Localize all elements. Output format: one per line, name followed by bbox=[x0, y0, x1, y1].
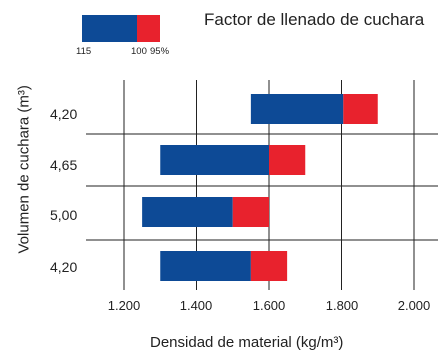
legend-label-115: 115 bbox=[76, 46, 92, 57]
x-tick-label: 1.200 bbox=[107, 298, 141, 313]
bar-segment-115 bbox=[250, 94, 344, 124]
bar-segment-100 bbox=[250, 251, 288, 281]
y-tick-label: 4,20 bbox=[50, 106, 78, 122]
x-tick-label: 2.000 bbox=[397, 298, 431, 313]
bar-segment-115 bbox=[142, 197, 233, 227]
chart-title: Factor de llenado de cuchara bbox=[204, 10, 425, 29]
legend-label-95: 95% bbox=[150, 46, 170, 57]
y-tick-label: 4,65 bbox=[50, 157, 78, 173]
legend-swatch-115 bbox=[82, 15, 137, 42]
x-tick-label: 1.800 bbox=[325, 298, 359, 313]
legend-swatch-100 bbox=[137, 15, 160, 42]
y-axis-label: Volumen de cuchara (m³) bbox=[15, 85, 33, 254]
y-tick-label: 5,00 bbox=[50, 207, 78, 223]
bar-segment-100 bbox=[269, 145, 306, 175]
bar-segment-115 bbox=[160, 251, 251, 281]
bar-segment-115 bbox=[160, 145, 269, 175]
bar-segment-100 bbox=[343, 94, 378, 124]
x-axis-label: Densidad de material (kg/m³) bbox=[150, 334, 344, 351]
y-tick-label: 4,20 bbox=[50, 259, 78, 275]
x-tick-label: 1.600 bbox=[252, 298, 286, 313]
x-tick-label: 1.400 bbox=[179, 298, 213, 313]
legend-label-100: 100 bbox=[131, 46, 147, 57]
bar-segment-100 bbox=[232, 197, 269, 227]
